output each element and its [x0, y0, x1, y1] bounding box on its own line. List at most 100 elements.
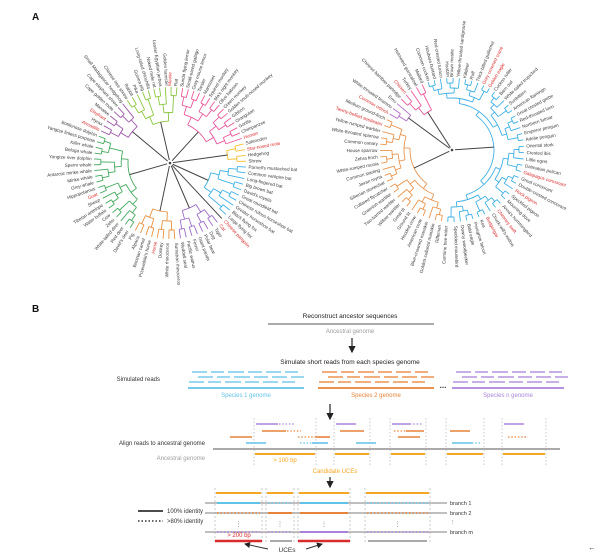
tree-branch	[97, 184, 105, 189]
tree-branch	[162, 229, 165, 239]
species-label: Alpaca	[130, 235, 140, 250]
species-label: Golden snub-nosed monkey	[227, 72, 274, 114]
tree-branch	[392, 108, 401, 115]
tree-branch	[96, 141, 104, 145]
tree-branch	[223, 133, 232, 139]
species-label: Common canary	[344, 139, 379, 147]
tree-branch	[142, 91, 147, 101]
tree-branch	[230, 191, 240, 196]
tree-branch	[197, 113, 204, 122]
tree-branch	[504, 182, 513, 190]
tree-branch	[207, 218, 214, 227]
tree-branch	[396, 103, 412, 116]
tree-branch	[195, 204, 202, 213]
tree-branch	[504, 104, 509, 109]
tree-branch	[422, 210, 426, 217]
species-label: Parnell's mustached bat	[248, 165, 298, 173]
species-label-highlighted: Cat	[218, 223, 227, 232]
species-label: Shrew	[248, 158, 262, 163]
tree-branch	[457, 78, 460, 89]
corner-arrow-mark: ←	[588, 543, 596, 552]
tree-branch	[190, 99, 195, 108]
ancestral-genome-label-2: Ancestral genome	[157, 456, 206, 462]
tree-branch	[405, 94, 413, 102]
tree-branch	[133, 105, 140, 114]
tree-branch	[218, 124, 227, 131]
tree-branch	[219, 170, 229, 173]
tree-branch	[121, 158, 129, 160]
tree-branch	[427, 81, 431, 87]
tree-branch	[119, 184, 127, 188]
tree-branch	[384, 125, 391, 129]
species-label-highlighted: Horse	[151, 241, 158, 254]
tree-branch	[153, 88, 157, 98]
species-label: Carmine bee-eater	[441, 225, 448, 264]
tree-branch	[228, 195, 237, 201]
panel-b-label: B	[32, 304, 40, 315]
tree-branch	[131, 214, 136, 221]
vertical-dots: ⋮	[236, 522, 242, 528]
tree-branch	[208, 195, 222, 208]
tree-branch	[213, 188, 222, 194]
tree-branch	[418, 107, 425, 116]
tree-arc	[466, 167, 497, 196]
tree-branch	[218, 195, 234, 206]
tree-branch	[219, 208, 227, 215]
tree-branch	[159, 165, 170, 212]
tree-branch	[401, 197, 407, 203]
tree-branch	[433, 80, 436, 86]
tree-branch	[408, 194, 413, 200]
species-label: Killer whale	[70, 140, 94, 150]
species-label: Adelie penguin	[525, 133, 556, 142]
tree-branch	[464, 79, 467, 85]
tree-branch	[124, 218, 130, 225]
tree-branch	[222, 189, 231, 195]
species-label: Antarctic minke whale	[47, 168, 92, 177]
tree-branch	[187, 117, 192, 126]
tree-branch	[416, 207, 421, 214]
tree-branch	[202, 220, 209, 230]
tree-branch	[112, 207, 118, 214]
tree-branch	[504, 190, 510, 195]
tree-branch	[513, 175, 519, 178]
align-label: Align reads to ancestral genome	[119, 441, 206, 447]
tree-branch	[485, 195, 489, 201]
tree-branch	[209, 101, 216, 109]
tree-branch	[233, 186, 242, 191]
species-label: Pika	[131, 84, 140, 95]
tree-branch	[95, 146, 103, 150]
tree-branch	[116, 191, 123, 196]
tree-branch	[110, 131, 119, 137]
tree-branch	[173, 229, 176, 239]
tree-branch	[171, 164, 223, 219]
tree-branch	[476, 211, 480, 217]
tree-branch	[396, 179, 408, 187]
species-label: Emu	[387, 94, 398, 104]
tree-branch	[147, 98, 155, 116]
legend-80-label: >80% identity	[167, 519, 203, 525]
tree-branch	[204, 98, 211, 106]
tree-branch	[439, 78, 443, 89]
tree-branch	[132, 207, 137, 214]
species-label: Brown mesite	[449, 49, 454, 77]
tree-branch	[504, 126, 510, 130]
tree-branch	[98, 135, 106, 140]
tree-branch	[145, 226, 150, 236]
tree-branch	[409, 187, 414, 193]
tree-branch	[229, 127, 238, 133]
tree-branch	[171, 131, 199, 162]
tree-branch	[510, 127, 521, 132]
tree-branch	[380, 137, 388, 140]
tree-branch	[432, 85, 435, 91]
tree-branch	[399, 159, 406, 162]
tree-branch	[235, 149, 245, 152]
tree-branch	[391, 173, 398, 177]
species-label: Pig	[128, 232, 136, 241]
tree-branch	[95, 174, 102, 177]
ellipsis-mark: ...	[440, 381, 447, 390]
tree-branch	[440, 215, 443, 222]
species-label: Pacific walrus	[186, 240, 197, 269]
tree-branch	[179, 220, 183, 230]
tree-branch	[209, 125, 217, 132]
